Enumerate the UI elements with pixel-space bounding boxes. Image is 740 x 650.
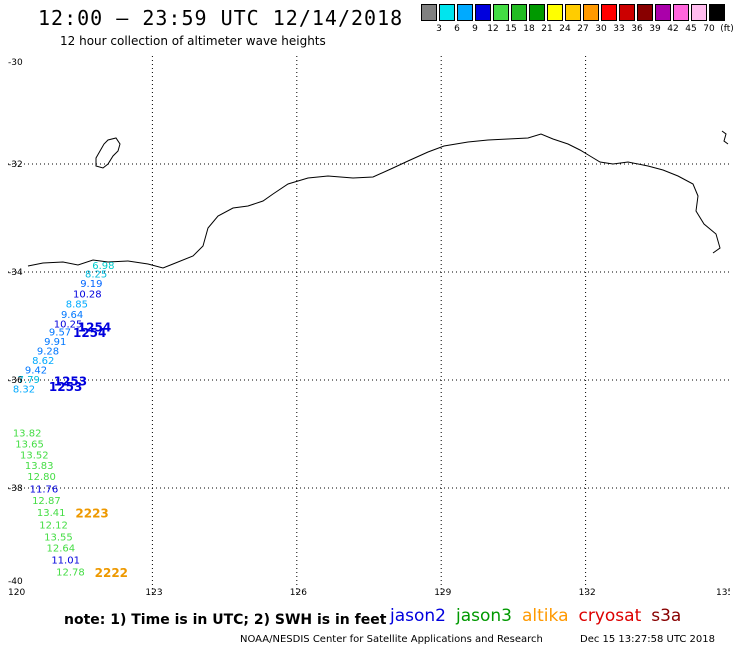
swh-value-label: 12.12 xyxy=(39,521,68,532)
legend-swatch xyxy=(655,4,671,21)
pass-time-label: 1253 xyxy=(49,380,82,394)
legend-label: 39 xyxy=(649,24,661,34)
axis-tick-labels: 120 123 126 129 132 135 -30 -32 -34 -36 -38 -40 xyxy=(8,58,730,596)
swh-value-label: 12.80 xyxy=(27,472,56,483)
swh-value-label: 11.76 xyxy=(30,484,59,495)
legend-swatch xyxy=(691,4,707,21)
swh-value-label: 13.55 xyxy=(44,532,73,543)
swh-value-label: 9.28 xyxy=(37,347,59,358)
pass-time-label: 1254 xyxy=(78,320,111,334)
legend-label: 12 xyxy=(487,24,499,34)
swh-value-label: 7.79 xyxy=(18,375,40,386)
legend-label: 24 xyxy=(559,24,571,34)
footer-note: note: 1) Time is in UTC; 2) SWH is in fe… xyxy=(64,612,387,628)
swh-value-label: 10.25 xyxy=(54,320,83,331)
lon-tick-label: 123 xyxy=(145,588,162,596)
swh-value-label: 13.41 xyxy=(37,508,66,519)
satellite-name: s3a xyxy=(651,606,682,626)
swh-value-label: 9.57 xyxy=(49,328,71,339)
legend-unit: (ft) xyxy=(720,24,734,34)
legend-label: 6 xyxy=(454,24,460,34)
swh-value-label: 13.52 xyxy=(20,450,49,461)
map-subtitle: 12 hour collection of altimeter wave hei… xyxy=(60,34,326,48)
legend-swatch xyxy=(583,4,599,21)
swh-value-label: 12.78 xyxy=(56,567,85,578)
lat-tick-label: -32 xyxy=(8,160,23,170)
legend-label: 3 xyxy=(436,24,442,34)
legend-swatch xyxy=(619,4,635,21)
lat-lon-grid xyxy=(8,56,730,596)
legend-swatch xyxy=(493,4,509,21)
legend-label: 27 xyxy=(577,24,589,34)
legend-swatch xyxy=(709,4,725,21)
map-title: 12:00 – 23:59 UTC 12/14/2018 xyxy=(38,6,404,30)
legend-label: 45 xyxy=(685,24,697,34)
legend-swatch xyxy=(529,4,545,21)
legend-swatch xyxy=(511,4,527,21)
legend-swatch xyxy=(637,4,653,21)
pass-time-label: 2223 xyxy=(75,507,108,521)
lon-tick-label: 129 xyxy=(434,588,451,596)
swh-value-label: 13.83 xyxy=(25,461,54,472)
legend-swatch xyxy=(475,4,491,21)
legend-swatch xyxy=(457,4,473,21)
swh-value-label: 8.62 xyxy=(32,356,54,367)
swh-value-label: 10.28 xyxy=(73,289,102,300)
kangaroo-island xyxy=(95,137,121,169)
legend-swatch xyxy=(439,4,455,21)
satellite-name: altika xyxy=(522,606,569,626)
legend-swatch xyxy=(547,4,563,21)
lat-tick-label: -40 xyxy=(8,577,23,587)
swh-value-label: 13.65 xyxy=(15,440,44,451)
legend-label: 18 xyxy=(523,24,535,34)
swh-value-label: 11.01 xyxy=(51,556,80,567)
lon-tick-label: 135 xyxy=(716,588,730,596)
swh-value-label: 12.64 xyxy=(47,544,76,555)
swh-value-label: 8.32 xyxy=(13,384,35,395)
pass-time-label: 2222 xyxy=(95,566,128,580)
swh-value-label: 9.91 xyxy=(44,337,66,348)
wave-observations: 6.988.259.1910.288.859.6410.259.579.919.… xyxy=(13,261,115,579)
swh-value-label: 9.42 xyxy=(25,366,47,377)
lon-tick-label: 126 xyxy=(290,588,307,596)
lat-tick-label: -30 xyxy=(8,58,23,68)
legend-label: 9 xyxy=(472,24,478,34)
satellite-name: cryosat xyxy=(578,606,642,626)
lon-tick-label: 132 xyxy=(579,588,596,596)
legend-label: 30 xyxy=(595,24,607,34)
satellite-name: jason2 xyxy=(390,606,446,626)
legend-swatch xyxy=(673,4,689,21)
satellite-name: jason3 xyxy=(456,606,512,626)
map-frame xyxy=(8,56,730,596)
lat-tick-label: -36 xyxy=(8,376,23,386)
swh-value-label: 8.25 xyxy=(85,269,107,280)
credit-line: NOAA/NESDIS Center for Satellite Applica… xyxy=(240,634,543,645)
legend-label: 21 xyxy=(541,24,553,34)
lon-tick-label: 120 xyxy=(8,588,25,596)
lat-tick-label: -38 xyxy=(8,484,23,494)
swh-value-label: 6.98 xyxy=(92,261,114,272)
legend-label: 70 xyxy=(703,24,715,34)
swh-value-label: 9.19 xyxy=(80,279,102,290)
legend-label: 36 xyxy=(631,24,643,34)
lat-tick-label: -34 xyxy=(8,268,23,278)
legend-swatch xyxy=(565,4,581,21)
legend-swatch xyxy=(601,4,617,21)
generation-timestamp: Dec 15 13:27:58 UTC 2018 xyxy=(580,634,715,645)
legend-label: 33 xyxy=(613,24,625,34)
legend-label: 42 xyxy=(667,24,679,34)
swh-value-label: 12.87 xyxy=(32,496,61,507)
coastline-south-australia xyxy=(27,133,721,269)
pass-time-label: 1254 xyxy=(73,326,106,340)
satellite-key: jason2 jason3 altika cryosat s3a xyxy=(390,606,691,626)
swh-value-label: 13.82 xyxy=(13,429,42,440)
legend-label: 15 xyxy=(505,24,517,34)
coastline-east-fragment xyxy=(721,130,729,145)
pass-time-label: 1253 xyxy=(54,374,87,388)
legend-swatch xyxy=(421,4,437,21)
wave-height-map: 6.988.259.1910.288.859.6410.259.579.919.… xyxy=(8,56,730,596)
swh-value-label: 9.64 xyxy=(61,310,83,321)
swh-value-label: 8.85 xyxy=(66,300,88,311)
